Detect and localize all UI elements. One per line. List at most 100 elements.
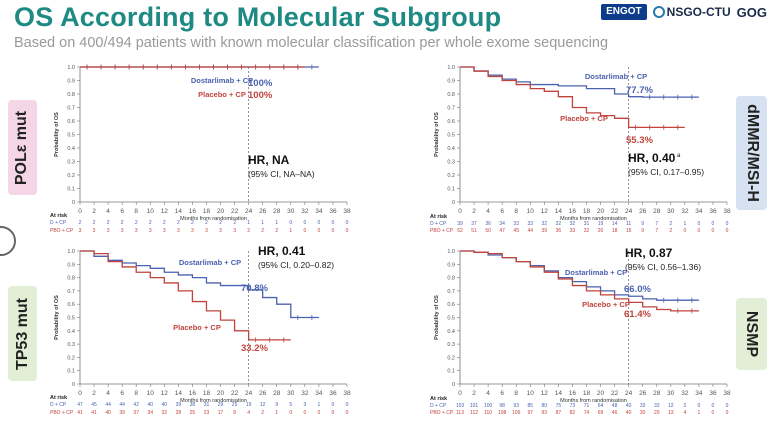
- at-risk-value: 33: [570, 228, 576, 234]
- dostarlimab-24m-value: 70.8%: [241, 283, 268, 294]
- km-curve-dostarlimab: [460, 66, 699, 98]
- at-risk-value: 2: [107, 220, 110, 226]
- placebo-legend-label: Placebo + CP: [173, 323, 221, 332]
- x-tick-label: 26: [259, 208, 267, 215]
- x-tick-label: 6: [500, 390, 504, 397]
- nsmp-tag: NSMP: [736, 298, 767, 370]
- at-risk-value: 0: [318, 410, 321, 416]
- at-risk-value: 40: [162, 402, 168, 408]
- x-tick-label: 24: [625, 208, 633, 215]
- at-risk-value: 30: [640, 410, 646, 416]
- at-risk-value: 41: [77, 410, 83, 416]
- at-risk-value: 32: [542, 221, 548, 227]
- at-risk-value: 12: [668, 403, 674, 409]
- y-axis-title: Probability of OS: [54, 295, 60, 340]
- at-risk-value: 1: [289, 228, 292, 234]
- nsgo-ring-icon: [652, 6, 665, 18]
- at-risk-value: 51: [471, 228, 477, 234]
- x-tick-label: 20: [597, 208, 605, 215]
- at-risk-value: 20: [598, 228, 604, 234]
- x-tick-label: 12: [541, 390, 549, 397]
- y-tick-label: 0.2: [447, 355, 455, 361]
- placebo-legend-label: Placebo + CP: [560, 114, 608, 123]
- x-tick-label: 8: [134, 208, 138, 215]
- at-risk-value: 85: [527, 403, 533, 409]
- x-axis-title: Months from randomisation: [560, 398, 627, 404]
- x-tick-label: 18: [583, 208, 591, 215]
- at-risk-value: 80: [542, 403, 548, 409]
- x-tick-label: 20: [217, 208, 225, 215]
- at-risk-value: 0: [698, 403, 701, 409]
- at-risk-value: 31: [584, 221, 590, 227]
- y-tick-label: 0.9: [447, 262, 455, 268]
- y-tick-label: 0.1: [67, 369, 75, 375]
- at-risk-value: 33: [640, 403, 646, 409]
- placebo-legend-label: Placebo + CP: [582, 300, 630, 309]
- at-risk-value: 0: [712, 410, 715, 416]
- x-tick-label: 2: [92, 208, 96, 215]
- at-risk-group-label: D + CP: [430, 221, 447, 227]
- at-risk-value: 2: [261, 228, 264, 234]
- x-tick-label: 32: [681, 208, 689, 215]
- at-risk-value: 39: [119, 410, 125, 416]
- x-tick-label: 36: [709, 208, 717, 215]
- at-risk-value: 25: [190, 410, 196, 416]
- at-risk-value: 42: [133, 402, 139, 408]
- at-risk-value: 106: [512, 410, 521, 416]
- y-tick-label: 0.7: [447, 106, 455, 112]
- y-tick-label: 0.8: [67, 92, 75, 98]
- at-risk-value: 82: [570, 410, 576, 416]
- at-risk-value: 98: [499, 403, 505, 409]
- x-tick-label: 30: [287, 390, 295, 397]
- x-tick-label: 14: [555, 208, 563, 215]
- x-tick-label: 24: [245, 390, 253, 397]
- y-tick-label: 0.2: [447, 173, 455, 179]
- confidence-interval: (95% CI, 0.56–1.36): [625, 262, 701, 272]
- at-risk-value: 23: [204, 410, 210, 416]
- y-tick-label: 0: [452, 382, 455, 388]
- at-risk-value: 2: [121, 220, 124, 226]
- at-risk-value: 5: [289, 402, 292, 408]
- x-tick-label: 36: [709, 390, 717, 397]
- x-tick-label: 36: [329, 208, 337, 215]
- at-risk-value: 9: [641, 228, 644, 234]
- at-risk-value: 0: [698, 228, 701, 234]
- at-risk-value: 2: [683, 403, 686, 409]
- at-risk-value: 3: [205, 228, 208, 234]
- at-risk-value: 64: [598, 403, 604, 409]
- at-risk-value: 45: [91, 402, 97, 408]
- at-risk-value: 28: [176, 410, 182, 416]
- y-axis-title: Probability of OS: [434, 295, 440, 340]
- at-risk-group-label: PBO + CP: [50, 410, 74, 416]
- y-tick-label: 0.2: [67, 173, 75, 179]
- x-tick-label: 4: [106, 390, 110, 397]
- at-risk-value: 103: [456, 403, 465, 409]
- at-risk-value: 2: [669, 221, 672, 227]
- y-tick-label: 0.9: [67, 79, 75, 85]
- at-risk-value: 3: [191, 228, 194, 234]
- at-risk-value: 44: [105, 402, 111, 408]
- at-risk-value: 2: [275, 228, 278, 234]
- at-risk-value: 2: [191, 220, 194, 226]
- x-tick-label: 28: [273, 390, 281, 397]
- at-risk-value: 37: [133, 410, 139, 416]
- at-risk-value: 108: [498, 410, 507, 416]
- at-risk-value: 74: [584, 410, 590, 416]
- at-risk-value: 33: [654, 403, 660, 409]
- at-risk-value: 14: [612, 221, 618, 227]
- x-tick-label: 34: [315, 390, 323, 397]
- at-risk-value: 9: [641, 221, 644, 227]
- y-tick-label: 0.8: [447, 276, 455, 282]
- at-risk-value: 7: [655, 228, 658, 234]
- at-risk-value: 40: [626, 410, 632, 416]
- placebo-24m-value: 33.2%: [241, 343, 268, 354]
- x-tick-label: 0: [78, 208, 82, 215]
- x-tick-label: 28: [653, 208, 661, 215]
- at-risk-value: 0: [332, 402, 335, 408]
- x-tick-label: 34: [695, 390, 703, 397]
- x-tick-label: 12: [161, 390, 169, 397]
- km-curve-dostarlimab: [80, 250, 319, 319]
- at-risk-value: 0: [332, 228, 335, 234]
- x-tick-label: 2: [472, 208, 476, 215]
- y-tick-label: 0.5: [447, 316, 455, 322]
